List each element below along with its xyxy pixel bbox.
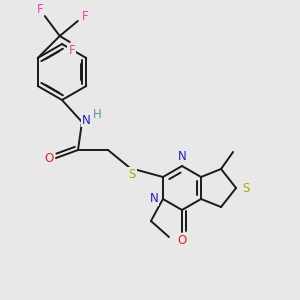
Text: O: O bbox=[44, 152, 54, 164]
Text: S: S bbox=[242, 182, 250, 194]
Text: F: F bbox=[68, 44, 75, 56]
Text: H: H bbox=[93, 109, 101, 122]
Text: F: F bbox=[36, 4, 43, 16]
Text: O: O bbox=[177, 235, 187, 248]
Text: N: N bbox=[150, 193, 158, 206]
Text: N: N bbox=[82, 113, 90, 127]
Text: S: S bbox=[128, 167, 136, 181]
Text: N: N bbox=[178, 151, 186, 164]
Text: F: F bbox=[81, 11, 88, 23]
